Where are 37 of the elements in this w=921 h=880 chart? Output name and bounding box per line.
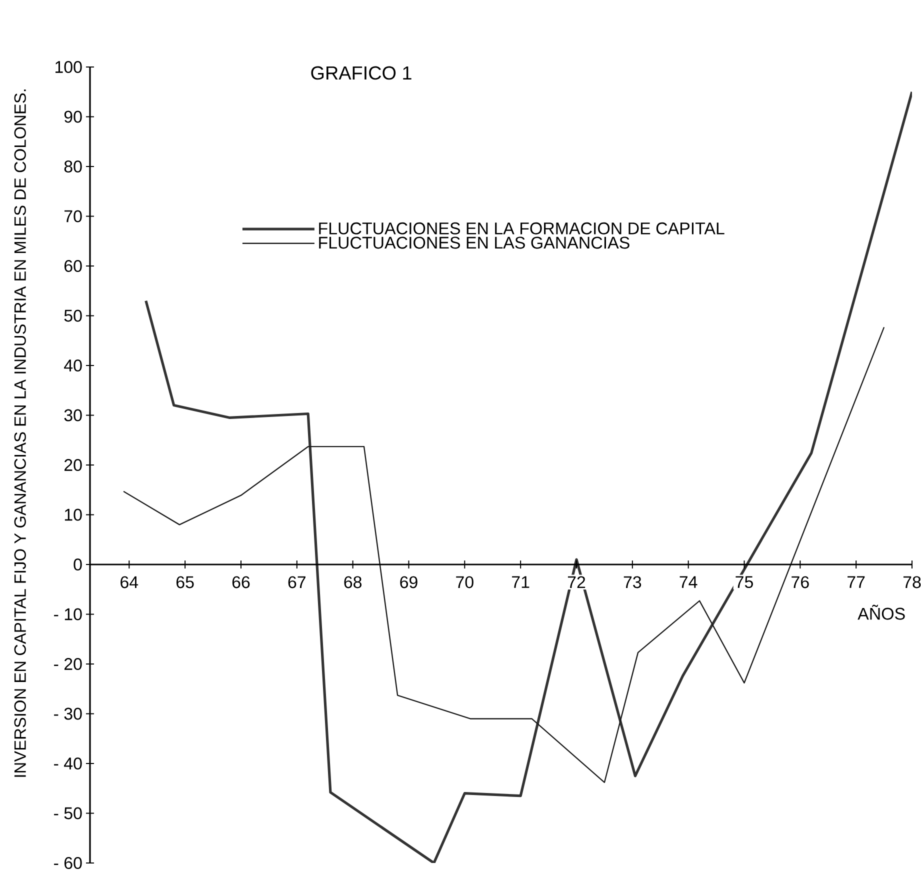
y-tick-label: - 30 <box>54 708 82 720</box>
x-tick-label: 73 <box>624 576 642 588</box>
x-tick-label: 76 <box>792 576 809 588</box>
y-tick-label: 90 <box>64 110 82 123</box>
y-tick-label: 40 <box>64 359 82 372</box>
y-tick-label: 20 <box>64 458 82 471</box>
x-axis-title: AÑOS <box>858 604 905 620</box>
x-tick-label: 68 <box>344 576 362 588</box>
x-tick-label: 70 <box>456 576 474 588</box>
x-tick-label: 66 <box>232 576 250 588</box>
x-tick-label: 64 <box>120 576 138 588</box>
y-tick-label: - 60 <box>54 857 82 869</box>
x-tick-label: 72 <box>568 576 586 588</box>
x-tick-label: 71 <box>512 576 530 588</box>
y-tick-label: 80 <box>64 160 82 172</box>
y-axis-title: INVERSION EN CAPITAL FIJO Y GANANCIAS EN LA INDUSTRIA EN MILES DE COLONES. <box>14 90 26 777</box>
y-tick-label: - 20 <box>54 658 82 670</box>
y-tick-label: - 40 <box>54 758 82 770</box>
y-tick-label: - 10 <box>54 608 82 620</box>
y-tick-label: 30 <box>64 409 82 422</box>
y-tick-label: 10 <box>64 508 82 521</box>
y-tick-label: 70 <box>64 210 82 222</box>
y-tick-label: 0 <box>74 558 82 570</box>
x-tick-label: 78 <box>903 576 921 588</box>
y-tick-label: 50 <box>64 310 82 322</box>
x-tick-label: 67 <box>288 576 306 588</box>
legend-label: FLUCTUACIONES EN LAS GANANCIAS <box>319 236 630 249</box>
x-tick-label: 75 <box>736 576 753 588</box>
x-tick-label: 74 <box>680 576 698 588</box>
x-tick-label: 69 <box>400 576 418 588</box>
y-tick-label: 100 <box>56 60 82 73</box>
x-tick-label: 65 <box>176 576 194 588</box>
chart-title: GRAFICO 1 <box>311 66 412 80</box>
legend-label: FLUCTUACIONES EN LA FORMACION DE CAPITAL <box>319 222 724 234</box>
y-tick-label: 60 <box>64 260 82 272</box>
x-tick-label: 77 <box>848 576 865 588</box>
y-tick-label: - 50 <box>54 807 82 820</box>
